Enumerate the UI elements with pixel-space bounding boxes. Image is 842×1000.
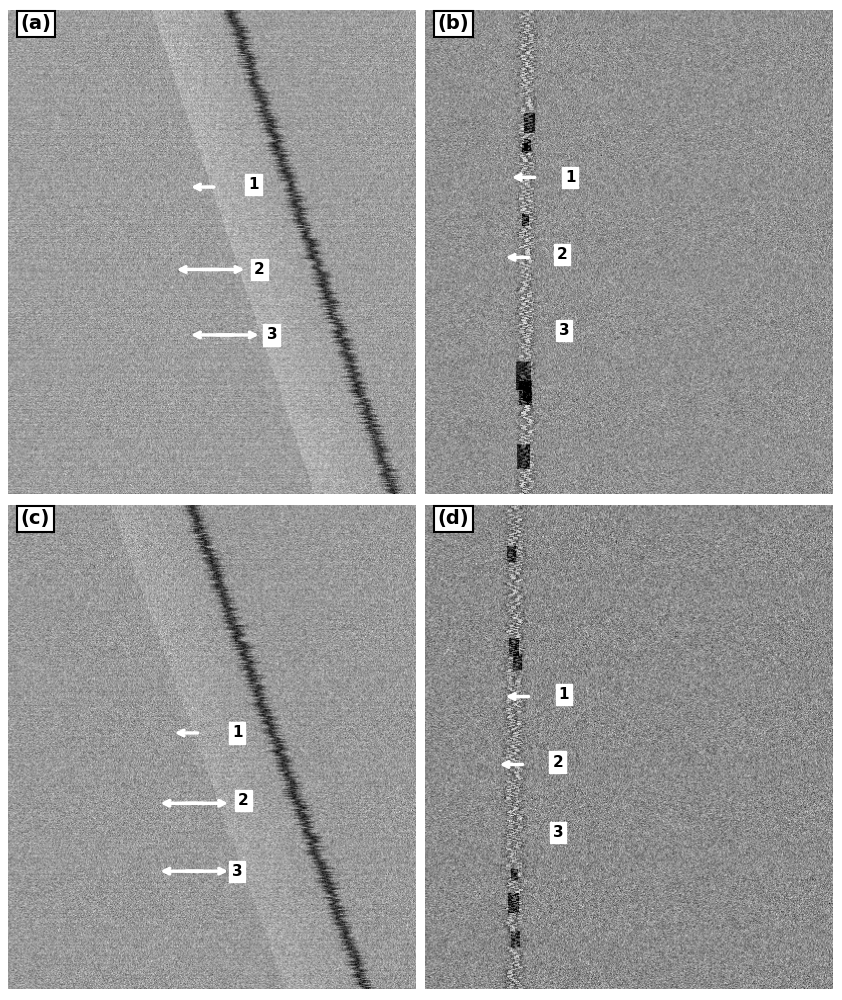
Text: 3: 3 bbox=[552, 825, 563, 840]
Text: 3: 3 bbox=[267, 327, 277, 342]
Text: (d): (d) bbox=[438, 509, 469, 528]
Text: 1: 1 bbox=[232, 725, 242, 740]
Text: 2: 2 bbox=[237, 793, 248, 808]
Text: 1: 1 bbox=[248, 177, 258, 192]
Text: 3: 3 bbox=[232, 864, 242, 879]
Text: 2: 2 bbox=[557, 247, 568, 262]
Text: (b): (b) bbox=[438, 14, 469, 33]
Text: (c): (c) bbox=[21, 509, 50, 528]
Text: 1: 1 bbox=[559, 687, 569, 702]
Text: 3: 3 bbox=[559, 323, 569, 338]
Text: (a): (a) bbox=[21, 14, 51, 33]
Text: 1: 1 bbox=[565, 170, 575, 185]
Text: 2: 2 bbox=[254, 262, 265, 277]
Text: 2: 2 bbox=[552, 755, 563, 770]
